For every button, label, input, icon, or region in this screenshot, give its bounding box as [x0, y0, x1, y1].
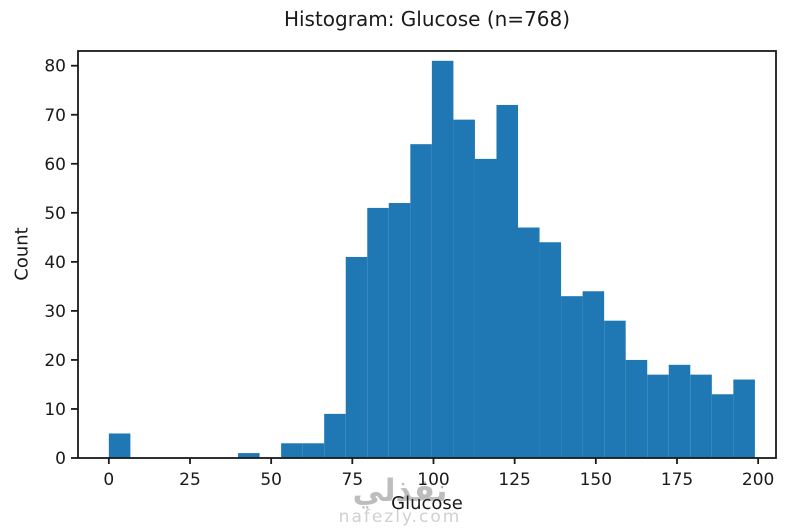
- histogram-bar: [238, 453, 260, 458]
- x-tick-label: 75: [342, 470, 364, 490]
- y-tick-label: 60: [44, 155, 66, 175]
- y-tick-label: 40: [44, 253, 66, 273]
- histogram-bar: [367, 207, 389, 458]
- x-tick-label: 125: [498, 470, 530, 490]
- histogram-bar: [518, 227, 540, 458]
- x-tick-label: 100: [417, 470, 449, 490]
- histogram-bar: [625, 359, 648, 458]
- x-tick-label: 0: [103, 470, 114, 490]
- histogram-bar: [582, 291, 605, 458]
- histogram-bar: [711, 394, 734, 458]
- x-tick-label: 50: [260, 470, 282, 490]
- y-axis-label: Count: [11, 227, 33, 281]
- x-tick-label: 200: [742, 470, 774, 490]
- histogram-bar: [388, 203, 411, 458]
- histogram-bar: [690, 374, 712, 458]
- histogram-bar: [647, 374, 669, 458]
- y-tick-label: 30: [44, 302, 66, 322]
- histogram-bar: [496, 104, 519, 458]
- histogram-bar: [431, 60, 454, 459]
- histogram-bar: [453, 119, 475, 459]
- histogram-bar: [324, 413, 346, 458]
- histogram-bar: [668, 364, 691, 458]
- plot-border: [77, 50, 777, 459]
- histogram-bar: [604, 320, 626, 458]
- histogram-bar: [345, 256, 368, 458]
- histogram-bar: [539, 242, 562, 458]
- y-tick-label: 70: [44, 106, 66, 126]
- y-tick-label: 20: [44, 351, 66, 371]
- histogram-bar: [108, 433, 131, 458]
- y-tick-label: 10: [44, 400, 66, 420]
- x-tick-label: 175: [661, 470, 693, 490]
- chart-title: Histogram: Glucose (n=768): [283, 7, 571, 31]
- y-tick-label: 80: [44, 57, 66, 77]
- histogram-bar: [474, 158, 497, 458]
- histogram-bar: [302, 443, 325, 458]
- y-tick-label: 50: [44, 204, 66, 224]
- y-tick-label: 0: [55, 449, 66, 469]
- x-tick-label: 150: [580, 470, 612, 490]
- histogram-bar: [410, 144, 432, 459]
- x-tick-label: 25: [179, 470, 201, 490]
- x-axis-label: Glucose: [391, 493, 463, 514]
- histogram-bar: [561, 296, 583, 458]
- histogram-bar: [281, 443, 303, 458]
- histogram-bar: [733, 379, 755, 458]
